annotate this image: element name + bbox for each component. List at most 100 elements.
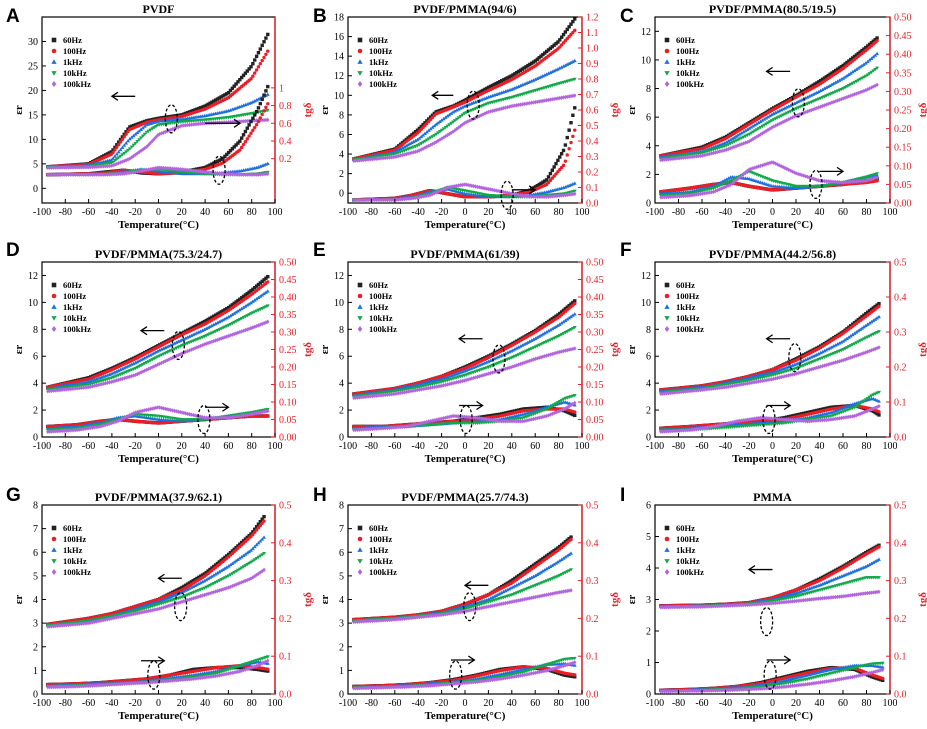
- tan-point: [442, 186, 446, 192]
- eps-point: [659, 157, 663, 163]
- eps-point: [540, 74, 545, 78]
- eps-point: [820, 87, 825, 92]
- eps-point: [116, 149, 121, 154]
- eps-point: [664, 157, 669, 162]
- y-right-tick-label: 0.9: [586, 59, 599, 70]
- eps-point: [423, 121, 427, 125]
- eps-point: [835, 67, 840, 71]
- eps-point: [449, 121, 454, 126]
- eps-point: [500, 79, 504, 83]
- eps-point: [432, 111, 437, 116]
- eps-point: [813, 82, 817, 86]
- eps-point: [249, 300, 253, 305]
- eps-point: [849, 57, 853, 62]
- eps-point: [696, 153, 701, 159]
- eps-point: [805, 86, 810, 91]
- tan-point: [124, 171, 128, 176]
- eps-point: [533, 99, 538, 105]
- tan-point: [724, 184, 729, 189]
- tan-point: [236, 141, 240, 145]
- eps-point: [266, 280, 270, 284]
- y-right-tick-label: 0.3: [586, 152, 599, 163]
- y-left-tick-label: 6: [646, 113, 651, 124]
- tan-point: [118, 171, 123, 177]
- eps-point: [862, 88, 866, 94]
- eps-point: [109, 150, 113, 154]
- tan-point: [75, 172, 80, 177]
- tan-point: [51, 172, 56, 177]
- eps-point: [77, 165, 82, 170]
- eps-point: [114, 157, 119, 162]
- eps-point: [182, 123, 186, 128]
- eps-point: [254, 98, 259, 102]
- legend-label: 10kHz: [63, 68, 87, 78]
- eps-point: [61, 165, 65, 170]
- x-tick-label: 0: [463, 207, 468, 218]
- eps-point: [378, 156, 382, 161]
- eps-point: [815, 81, 819, 85]
- eps-point: [428, 115, 433, 119]
- tan-point: [249, 172, 253, 177]
- eps-point: [565, 27, 569, 32]
- tan-point: [49, 429, 54, 434]
- tan-point: [529, 187, 534, 191]
- eps-point: [436, 138, 440, 144]
- eps-point: [57, 387, 61, 393]
- eps-point: [419, 142, 424, 146]
- tan-point: [206, 415, 210, 420]
- tan-point: [856, 179, 860, 184]
- eps-series-100kHz: [352, 93, 577, 164]
- eps-point: [367, 157, 371, 162]
- tan-point: [105, 172, 110, 177]
- eps-point: [226, 90, 231, 95]
- eps-point: [773, 110, 778, 115]
- tan-point: [832, 179, 836, 185]
- eps-point: [406, 151, 410, 156]
- eps-point: [47, 388, 52, 394]
- eps-point: [221, 335, 225, 341]
- eps-point: [860, 48, 864, 53]
- tan-point: [253, 172, 257, 177]
- legend-marker: [51, 37, 57, 43]
- eps-point: [70, 165, 74, 170]
- eps-point: [458, 114, 463, 119]
- eps-point: [382, 155, 386, 161]
- tan-point: [561, 193, 566, 198]
- x-tick-label: -20: [129, 207, 142, 218]
- eps-point: [839, 77, 844, 81]
- eps-point: [458, 123, 463, 129]
- eps-point: [691, 154, 695, 159]
- tan-point: [730, 181, 735, 186]
- eps-point: [565, 94, 569, 100]
- eps-point: [563, 63, 568, 67]
- eps-point: [739, 130, 744, 135]
- eps-point: [526, 101, 530, 106]
- eps-point: [529, 100, 534, 105]
- eps-point: [111, 371, 116, 375]
- eps-point: [854, 53, 859, 57]
- tan-point: [572, 189, 577, 194]
- legend-marker: [664, 81, 670, 87]
- eps-point: [817, 80, 821, 84]
- tan-point: [258, 101, 263, 106]
- eps-point: [398, 146, 403, 151]
- eps-point: [869, 70, 874, 75]
- eps-point: [758, 119, 763, 123]
- eps-point: [818, 88, 823, 93]
- eps-point: [139, 136, 143, 140]
- eps-point: [535, 99, 540, 105]
- tan-point: [53, 429, 57, 434]
- eps-point: [113, 148, 117, 152]
- eps-point: [61, 387, 65, 392]
- tan-point: [869, 176, 874, 182]
- tan-point: [398, 197, 403, 202]
- eps-point: [432, 123, 437, 128]
- eps-point: [875, 36, 879, 40]
- eps-point: [148, 128, 153, 132]
- tan-point: [88, 172, 93, 177]
- eps-point: [250, 299, 255, 303]
- eps-point: [62, 387, 67, 392]
- eps-point: [732, 135, 737, 139]
- tan-point: [854, 179, 859, 184]
- eps-point: [524, 101, 528, 106]
